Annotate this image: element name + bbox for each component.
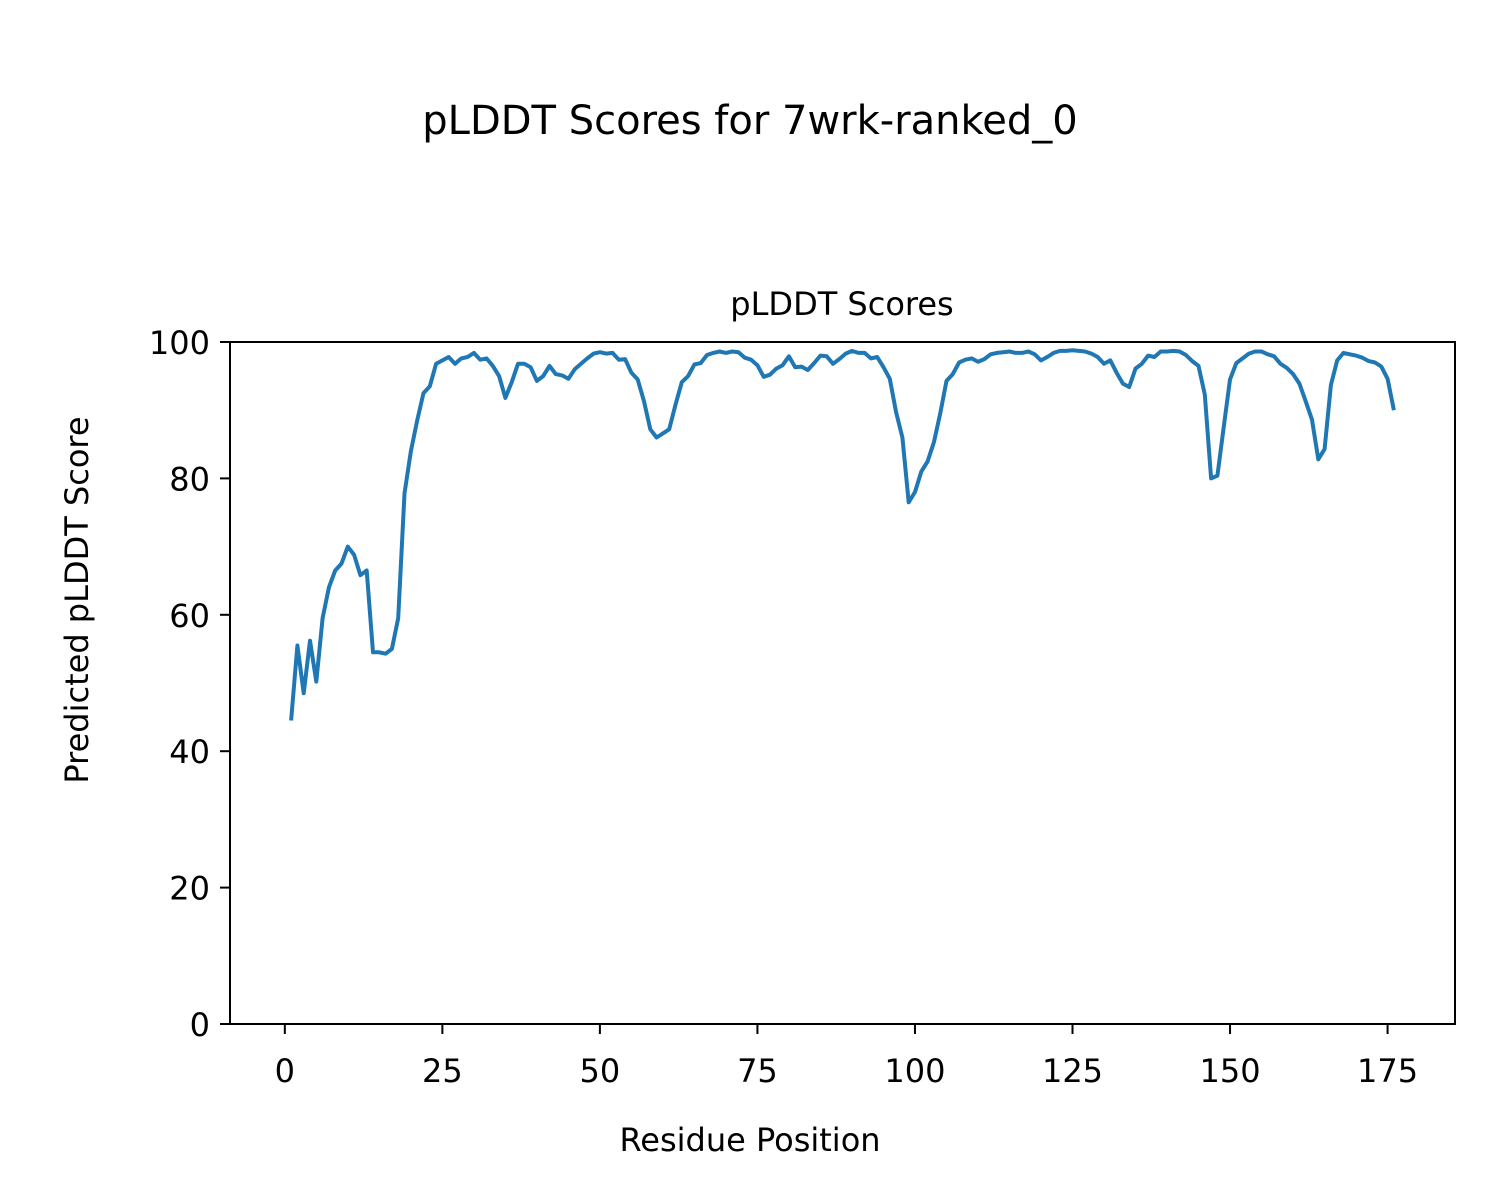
- x-axis-label: Residue Position: [619, 1121, 880, 1159]
- x-tick-label: 75: [737, 1052, 778, 1090]
- plot-area: [289, 348, 1396, 721]
- x-tick-label: 150: [1199, 1052, 1260, 1090]
- y-tick-label: 100: [149, 324, 210, 362]
- y-tick-label: 60: [169, 597, 210, 635]
- y-tick-label: 80: [169, 460, 210, 498]
- axes-frame: [229, 341, 1456, 1025]
- x-axis: 0 25 50 75 100 125 150 175: [275, 1024, 1418, 1090]
- x-tick-label: 100: [884, 1052, 945, 1090]
- series-line: [289, 348, 1396, 721]
- chart-title: pLDDT Scores: [730, 285, 953, 323]
- y-tick-label: 0: [190, 1006, 210, 1044]
- y-axis: 0 20 40 60 80 100: [149, 324, 230, 1044]
- y-tick-label: 40: [169, 733, 210, 771]
- x-tick-label: 175: [1357, 1052, 1418, 1090]
- x-tick-label: 25: [422, 1052, 463, 1090]
- x-tick-label: 50: [580, 1052, 621, 1090]
- figure-title: pLDDT Scores for 7wrk-ranked_0: [422, 98, 1077, 144]
- x-tick-label: 125: [1042, 1052, 1103, 1090]
- y-tick-label: 20: [169, 870, 210, 908]
- x-tick-label: 0: [275, 1052, 295, 1090]
- y-axis-label: Predicted pLDDT Score: [58, 416, 96, 783]
